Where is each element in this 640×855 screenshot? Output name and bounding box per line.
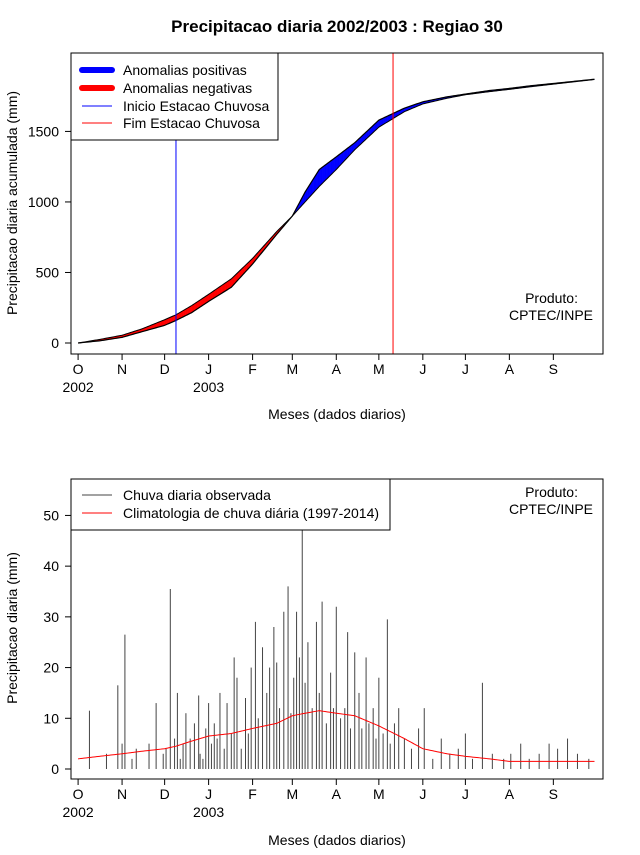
bottom-x-axis: O N D J F M A M J J A S 2002 2003 bbox=[63, 779, 559, 820]
positive-anomaly-segment bbox=[328, 162, 329, 178]
bottom-xtick-label: J bbox=[419, 786, 426, 802]
bottom-xtick-label: J bbox=[462, 786, 469, 802]
top-ytick-label: 1500 bbox=[28, 123, 59, 139]
legend-observed-label: Chuva diaria observada bbox=[123, 487, 271, 503]
top-ytick-label: 0 bbox=[51, 335, 59, 351]
top-xtick-label: A bbox=[332, 361, 342, 377]
bottom-ytick-label: 40 bbox=[43, 558, 59, 574]
bottom-xtick-label: S bbox=[549, 786, 558, 802]
top-y-axis-label: Precipitacao diaria acumulada (mm) bbox=[4, 91, 20, 315]
bottom-y-axis: 0 10 20 30 40 50 bbox=[43, 507, 71, 777]
top-xtick-label: S bbox=[549, 361, 558, 377]
legend-onset-label: Inicio Estacao Chuvosa bbox=[123, 98, 270, 114]
observed-rain-bars bbox=[89, 505, 588, 769]
top-x-axis-label: Meses (dados diarios) bbox=[268, 406, 406, 422]
positive-anomaly-segment bbox=[319, 168, 320, 186]
positive-anomaly-segment bbox=[335, 157, 336, 171]
top-xtick-label: J bbox=[462, 361, 469, 377]
bottom-xtick-label: A bbox=[505, 786, 515, 802]
bottom-xtick-label: M bbox=[373, 786, 385, 802]
bottom-ytick-label: 10 bbox=[43, 710, 59, 726]
positive-anomaly-area bbox=[292, 79, 594, 216]
top-xtick-label: D bbox=[160, 361, 170, 377]
positive-anomaly-segment bbox=[325, 164, 326, 181]
legend-negative-label: Anomalias negativas bbox=[123, 80, 252, 96]
positive-anomaly-segment bbox=[324, 165, 325, 182]
top-ytick-label: 500 bbox=[36, 264, 60, 280]
legend-positive-label: Anomalias positivas bbox=[123, 62, 247, 78]
bottom-xtick-label: D bbox=[160, 786, 170, 802]
bottom-credit-line1: Produto: bbox=[525, 484, 578, 500]
top-xtick-label: J bbox=[419, 361, 426, 377]
positive-anomaly-segment bbox=[329, 161, 330, 177]
top-year-label: 2003 bbox=[193, 379, 224, 395]
top-x-axis: O N D J F M A M J J A S 2002 2003 bbox=[63, 354, 559, 395]
top-y-axis: 0 500 1000 1500 bbox=[28, 123, 71, 351]
bottom-y-axis-label: Precipitacao diaria (mm) bbox=[4, 552, 20, 704]
positive-anomaly-segment bbox=[336, 156, 337, 170]
bottom-ytick-label: 50 bbox=[43, 507, 59, 523]
top-ytick-label: 1000 bbox=[28, 194, 59, 210]
bottom-x-axis-label: Meses (dados diarios) bbox=[268, 832, 406, 848]
positive-anomaly-segment bbox=[333, 158, 334, 172]
top-xtick-label: J bbox=[205, 361, 212, 377]
top-credit-line1: Produto: bbox=[525, 290, 578, 306]
positive-anomaly-segment bbox=[332, 159, 333, 174]
bottom-credit-line2: CPTEC/INPE bbox=[509, 501, 593, 517]
bottom-xtick-label: O bbox=[73, 786, 84, 802]
chart-title: Precipitacao diaria 2002/2003 : Regiao 3… bbox=[171, 17, 503, 36]
top-year-label: 2002 bbox=[63, 379, 94, 395]
top-xtick-label: O bbox=[73, 361, 84, 377]
negative-anomaly-area bbox=[78, 216, 292, 343]
positive-anomaly-segment bbox=[326, 163, 327, 179]
bottom-legend: Chuva diaria observada Climatologia de c… bbox=[71, 479, 390, 530]
legend-climatology-label: Climatologia de chuva diária (1997-2014) bbox=[123, 505, 379, 521]
bottom-ytick-label: 0 bbox=[51, 761, 59, 777]
top-legend: Anomalias positivas Anomalias negativas … bbox=[71, 53, 278, 140]
top-xtick-label: F bbox=[248, 361, 257, 377]
positive-anomaly-segment bbox=[321, 167, 322, 185]
bottom-year-label: 2003 bbox=[193, 804, 224, 820]
bottom-xtick-label: A bbox=[332, 786, 342, 802]
bottom-xtick-label: J bbox=[205, 786, 212, 802]
bottom-ytick-label: 30 bbox=[43, 609, 59, 625]
positive-anomaly-segment bbox=[331, 160, 332, 175]
top-xtick-label: M bbox=[373, 361, 385, 377]
bottom-xtick-label: F bbox=[248, 786, 257, 802]
bottom-year-label: 2002 bbox=[63, 804, 94, 820]
top-xtick-label: N bbox=[117, 361, 127, 377]
top-xtick-label: A bbox=[505, 361, 515, 377]
bottom-ytick-label: 20 bbox=[43, 660, 59, 676]
positive-anomaly-segment bbox=[322, 166, 323, 183]
bottom-xtick-label: N bbox=[117, 786, 127, 802]
top-xtick-label: M bbox=[286, 361, 298, 377]
daily-precipitation-panel: 0 10 20 30 40 50 O N D J F M A M J J A S 2002 2003 Meses (… bbox=[4, 479, 603, 848]
bottom-xtick-label: M bbox=[286, 786, 298, 802]
legend-end-label: Fim Estacao Chuvosa bbox=[123, 115, 260, 131]
accumulated-precipitation-panel: 0 500 1000 1500 O N D J F M A M J J A S 2002 2003 Meses … bbox=[4, 53, 603, 422]
top-credit-line2: CPTEC/INPE bbox=[509, 307, 593, 323]
